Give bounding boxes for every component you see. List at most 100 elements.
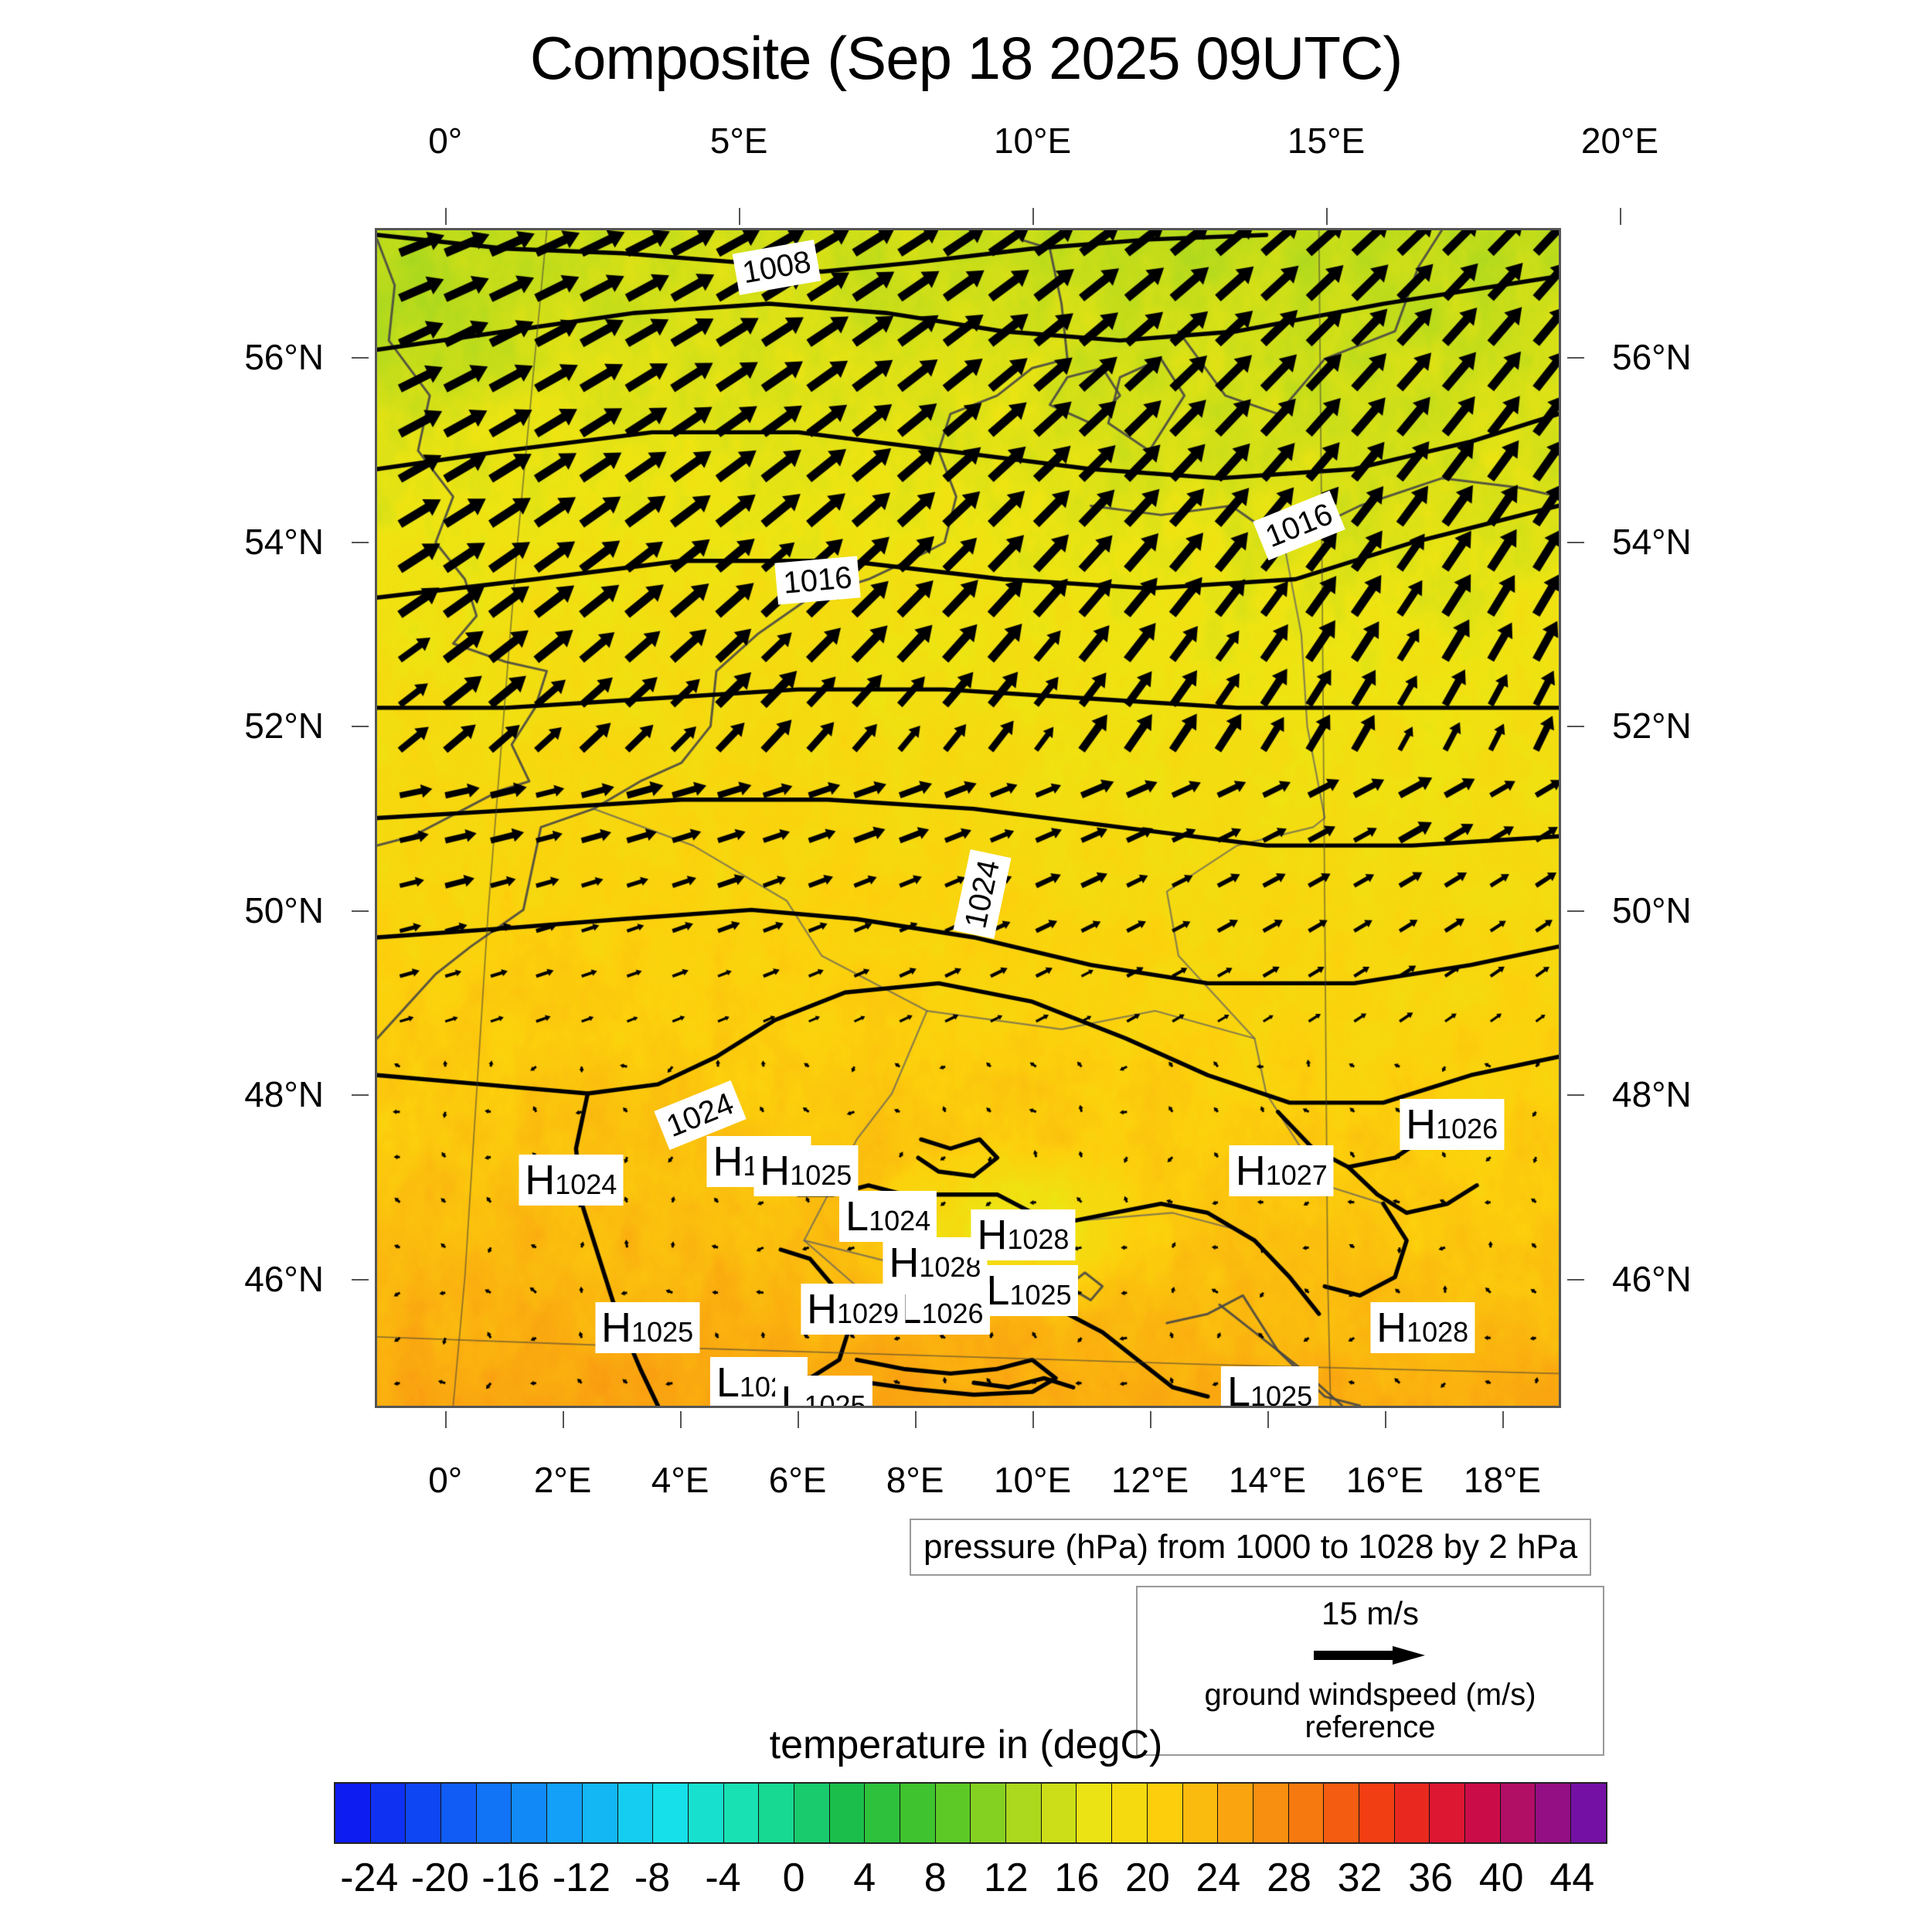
colorbar-cell — [935, 1784, 971, 1842]
high-pressure-marker: H 1026 — [1400, 1099, 1505, 1151]
pressure-center-kind: L — [781, 1378, 804, 1408]
colorbar-tick-label: 36 — [1408, 1855, 1454, 1900]
wind-arrow-icon — [1314, 1646, 1425, 1665]
colorbar-tick-label: 12 — [983, 1855, 1029, 1900]
low-pressure-marker: L 1025 — [980, 1264, 1078, 1316]
colorbar-tick-label: 20 — [1124, 1855, 1170, 1900]
colorbar-tick-label: 28 — [1267, 1855, 1311, 1900]
high-pressure-marker: H 1027 — [1229, 1145, 1334, 1196]
colorbar-cell — [900, 1784, 936, 1842]
lat-tick-label-left: 46°N — [244, 1258, 324, 1299]
pressure-center-kind: H — [977, 1212, 1008, 1259]
colorbar-cell — [547, 1784, 583, 1842]
colorbar-tick-labels: -24 -20 -16 -12 -8 -4 0 4 8 12 16 20 24 28 32 36 40 44 — [334, 1855, 1607, 1909]
lon-tick-label-top: 15°E — [1287, 121, 1366, 161]
lat-tick-label-right: 48°N — [1612, 1074, 1692, 1115]
colorbar-cell — [1430, 1784, 1465, 1842]
lon-tick-label-top: 20°E — [1580, 121, 1659, 161]
lon-tick-label-bottom: 0° — [428, 1460, 463, 1500]
lon-tick-mark-top — [1032, 208, 1035, 225]
high-pressure-marker: H 1024 — [519, 1154, 624, 1206]
colorbar-cell — [1253, 1784, 1289, 1842]
lat-tick-mark-right — [1567, 541, 1584, 543]
colorbar-cell — [1571, 1784, 1606, 1842]
pressure-center-kind: H — [1235, 1147, 1266, 1194]
high-pressure-marker: H 1028 — [971, 1209, 1076, 1261]
colorbar-cell — [1359, 1784, 1395, 1842]
lon-tick-mark-bottom — [1032, 1411, 1035, 1428]
colorbar-cell — [794, 1784, 830, 1842]
map-plot-area: 10081016101610241024H1024H1025H1025L1024… — [375, 228, 1561, 1408]
lat-tick-label-right: 46°N — [1612, 1258, 1692, 1299]
colorbar-tick-label: 4 — [853, 1855, 876, 1900]
lat-tick-mark-left — [352, 541, 369, 543]
colorbar-cell — [759, 1784, 794, 1842]
lat-tick-mark-left — [352, 1094, 369, 1097]
lat-tick-label-left: 56°N — [244, 337, 324, 378]
colorbar-title: temperature in (degC) — [769, 1723, 1163, 1767]
lon-tick-label-bottom: 6°E — [768, 1460, 827, 1500]
pressure-center-value: 1026 — [1436, 1113, 1498, 1145]
lat-tick-label-right: 54°N — [1612, 521, 1692, 562]
pressure-center-kind: L — [845, 1193, 869, 1240]
pressure-center-value: 1025 — [1009, 1278, 1072, 1311]
colorbar-cell — [1077, 1784, 1113, 1842]
pressure-center-value: 1028 — [919, 1251, 981, 1284]
pressure-center-value: 1025 — [631, 1315, 694, 1348]
colorbar-cell — [723, 1784, 760, 1842]
colorbar-cell — [1288, 1784, 1325, 1842]
pressure-center-value: 1025 — [1250, 1380, 1313, 1408]
colorbar-cell — [476, 1784, 512, 1842]
pressure-center-kind: H — [525, 1156, 556, 1203]
lon-tick-mark-top — [445, 208, 447, 225]
colorbar-tick-label: 16 — [1054, 1855, 1100, 1900]
lon-tick-mark-top — [739, 208, 741, 225]
page-title: Composite (Sep 18 2025 09UTC) — [529, 24, 1403, 92]
wind-reference-label: ground windspeed (m/s) reference — [1204, 1678, 1536, 1745]
pressure-center-value: 1024 — [869, 1205, 931, 1237]
colorbar-cell — [1465, 1784, 1501, 1842]
colorbar-tick-label: 0 — [782, 1855, 805, 1900]
lat-tick-mark-right — [1567, 910, 1584, 912]
high-pressure-marker: H 1029 — [800, 1283, 906, 1335]
pressure-center-value: 1028 — [1007, 1223, 1070, 1256]
colorbar-cell — [865, 1784, 900, 1842]
pressure-center-value: 1024 — [555, 1168, 617, 1200]
lat-tick-mark-left — [352, 357, 369, 359]
lon-tick-label-top: 0° — [428, 121, 463, 161]
colorbar-cell — [335, 1784, 371, 1842]
lon-tick-label-bottom: 16°E — [1345, 1460, 1424, 1500]
pressure-center-value: 1026 — [921, 1297, 984, 1329]
lat-tick-mark-left — [352, 1278, 369, 1281]
lon-tick-mark-bottom — [1267, 1411, 1270, 1428]
colorbar-tick-label: 24 — [1196, 1855, 1241, 1900]
low-pressure-marker: L 1025 — [1220, 1366, 1319, 1408]
colorbar-cell — [1218, 1784, 1253, 1842]
colorbar-cell — [617, 1784, 654, 1842]
pressure-center-kind: L — [986, 1267, 1010, 1314]
lat-tick-mark-right — [1567, 726, 1584, 728]
lon-tick-mark-bottom — [680, 1411, 682, 1428]
lon-tick-label-bottom: 10°E — [993, 1460, 1072, 1500]
pressure-center-kind: L — [1226, 1369, 1251, 1408]
lat-tick-label-left: 54°N — [244, 521, 324, 562]
lon-tick-label-bottom: 8°E — [886, 1460, 944, 1500]
colorbar-cell — [1112, 1784, 1148, 1842]
pressure-center-value: 1025 — [790, 1158, 852, 1191]
lat-tick-label-left: 50°N — [244, 889, 324, 930]
lat-tick-label-right: 52°N — [1612, 706, 1692, 747]
lon-tick-label-bottom: 18°E — [1463, 1460, 1542, 1500]
low-pressure-marker: L 1025 — [774, 1376, 872, 1408]
colorbar-cell — [653, 1784, 689, 1842]
lon-tick-mark-bottom — [798, 1411, 800, 1428]
colorbar-cell — [1500, 1784, 1536, 1842]
colorbar-tick-label: 44 — [1549, 1855, 1595, 1900]
colorbar-cell — [406, 1784, 442, 1842]
colorbar-cell — [971, 1784, 1007, 1842]
pressure-center-kind: H — [1376, 1304, 1407, 1351]
pressure-center-kind: H — [1406, 1101, 1437, 1148]
temperature-colorbar — [334, 1782, 1607, 1844]
pressure-legend-box: pressure (hPa) from 1000 to 1028 by 2 hP… — [910, 1519, 1592, 1576]
pressure-center-kind: H — [760, 1147, 791, 1194]
